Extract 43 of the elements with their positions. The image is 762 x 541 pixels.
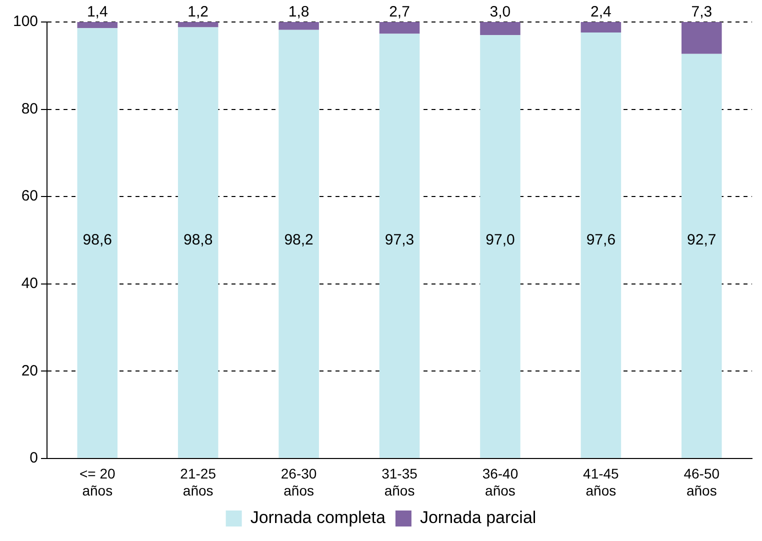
data-label: 92,7 <box>687 231 716 248</box>
bar <box>178 22 218 28</box>
bar <box>580 32 622 458</box>
y-tick-label: 60 <box>21 188 38 205</box>
data-label: 1,8 <box>288 4 310 21</box>
data-label: 2,7 <box>389 4 410 21</box>
y-tick-label: 20 <box>21 362 38 380</box>
y-tick-label: 0 <box>30 450 38 467</box>
y-tick-label: 100 <box>12 13 38 30</box>
data-label: 97,6 <box>586 231 616 248</box>
bar <box>580 22 622 32</box>
bar <box>682 22 722 54</box>
y-tick-label: 40 <box>21 274 38 292</box>
bar <box>379 22 420 34</box>
x-tick-label: 26-30 años <box>280 466 317 498</box>
data-label: 97,0 <box>486 231 515 248</box>
bar <box>278 22 319 30</box>
x-tick-label: 41-45 años <box>583 466 620 498</box>
x-tick-label: <= 20 años <box>79 466 116 498</box>
legend-label: Jornada completa <box>250 508 386 528</box>
bar <box>379 34 420 458</box>
x-tick-label: 21-25 años <box>180 466 216 498</box>
data-label: 7,3 <box>691 4 712 21</box>
data-label: 98,6 <box>82 231 112 248</box>
x-tick-label: 36-40 años <box>482 466 518 498</box>
data-label: 98,2 <box>284 231 314 248</box>
bar <box>77 28 118 458</box>
data-label: 97,3 <box>384 231 414 248</box>
data-label: 2,4 <box>590 4 612 21</box>
bar <box>682 54 722 458</box>
bar <box>480 35 520 458</box>
data-label: 1,4 <box>86 4 108 21</box>
data-label: 3,0 <box>490 4 511 21</box>
bar <box>77 22 118 28</box>
bar <box>278 30 319 458</box>
bar <box>178 27 218 458</box>
x-tick-label: 31-35 años <box>382 466 418 498</box>
y-tick-label: 80 <box>21 100 38 118</box>
bar <box>480 22 520 36</box>
data-label: 98,8 <box>183 231 213 248</box>
legend-label: Jornada parcial <box>420 508 536 528</box>
data-label: 1,2 <box>188 4 209 21</box>
x-tick-label: 46-50 años <box>684 466 720 498</box>
